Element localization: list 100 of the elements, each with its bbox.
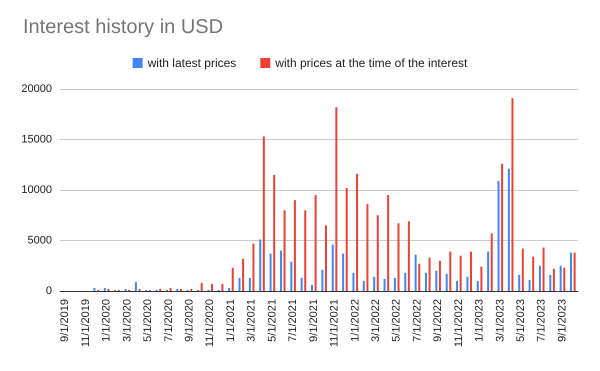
x-tick-label: 1/1/2023 bbox=[474, 299, 486, 342]
bar bbox=[456, 280, 458, 291]
bar bbox=[259, 239, 262, 291]
bar bbox=[384, 278, 386, 291]
bar bbox=[273, 174, 276, 291]
bar bbox=[221, 284, 224, 291]
x-tick-label: 9/1/2021 bbox=[308, 299, 320, 342]
bar bbox=[511, 98, 514, 291]
bar bbox=[508, 168, 510, 291]
y-tick-label: 15000 bbox=[21, 134, 52, 146]
x-tick-label: 3/1/2020 bbox=[121, 299, 134, 342]
bar bbox=[248, 278, 251, 291]
bar bbox=[356, 174, 358, 291]
legend-label: with latest prices bbox=[146, 56, 236, 70]
chart-title: Interest history in USD bbox=[23, 16, 224, 38]
bar bbox=[490, 233, 493, 291]
bar bbox=[332, 244, 334, 291]
x-tick-label: 3/1/2021 bbox=[246, 299, 258, 342]
y-tick-label: 20000 bbox=[21, 83, 52, 95]
bar bbox=[460, 256, 462, 291]
bar bbox=[387, 195, 390, 291]
bar bbox=[228, 288, 230, 291]
bar bbox=[552, 268, 555, 291]
bar bbox=[362, 280, 365, 291]
bar bbox=[290, 262, 292, 291]
bar bbox=[324, 225, 327, 291]
x-tick-label: 11/1/2020 bbox=[204, 299, 216, 348]
y-tick-label: 0 bbox=[46, 285, 52, 297]
bar bbox=[518, 274, 520, 291]
bar bbox=[346, 188, 348, 291]
bar bbox=[449, 252, 452, 291]
bar bbox=[414, 254, 417, 291]
bar bbox=[314, 195, 317, 291]
bar bbox=[428, 258, 431, 291]
bar bbox=[373, 276, 376, 291]
bar bbox=[435, 270, 438, 291]
x-tick-label: 9/1/2020 bbox=[184, 299, 196, 342]
bar bbox=[404, 272, 406, 291]
x-tick-label: 5/1/2023 bbox=[515, 299, 528, 342]
bar bbox=[549, 274, 552, 291]
bar bbox=[238, 278, 240, 291]
x-tick-label: 9/1/2019 bbox=[59, 299, 72, 342]
bar bbox=[311, 284, 314, 291]
y-tick-label: 10000 bbox=[21, 184, 52, 196]
x-tick-label: 1/1/2022 bbox=[349, 299, 362, 342]
x-tick-label: 11/1/2019 bbox=[80, 299, 92, 348]
bar bbox=[294, 200, 296, 291]
bar bbox=[270, 254, 272, 291]
bar bbox=[304, 210, 306, 291]
bar bbox=[300, 278, 303, 291]
bar bbox=[470, 252, 472, 291]
bar bbox=[342, 254, 344, 291]
bar bbox=[446, 274, 448, 291]
x-tick-label: 7/1/2021 bbox=[287, 299, 300, 342]
bar bbox=[211, 284, 214, 291]
bar bbox=[321, 270, 324, 291]
bar bbox=[538, 266, 541, 291]
bar bbox=[532, 256, 534, 291]
bar bbox=[424, 272, 427, 291]
bar bbox=[376, 215, 379, 291]
bar bbox=[570, 252, 572, 291]
bar bbox=[476, 280, 479, 291]
bar bbox=[560, 266, 562, 291]
x-tick-label: 7/1/2020 bbox=[162, 299, 175, 342]
x-tick-label: 9/1/2023 bbox=[556, 299, 568, 342]
x-tick-label: 3/1/2023 bbox=[494, 299, 506, 342]
x-tick-label: 5/1/2020 bbox=[142, 299, 154, 342]
x-tick-label: 9/1/2022 bbox=[432, 299, 444, 342]
bar bbox=[366, 204, 368, 291]
x-tick-label: 1/1/2020 bbox=[100, 299, 113, 342]
bar bbox=[498, 180, 500, 291]
x-tick-label: 5/1/2021 bbox=[266, 299, 278, 342]
x-tick-label: 11/1/2021 bbox=[328, 299, 341, 348]
bar bbox=[501, 164, 504, 291]
bar bbox=[466, 276, 468, 291]
bar bbox=[487, 252, 490, 291]
x-tick-label: 7/1/2022 bbox=[411, 299, 424, 342]
bar bbox=[242, 258, 244, 291]
legend-label: with prices at the time of the interest bbox=[274, 56, 468, 70]
bar bbox=[352, 272, 354, 291]
bar bbox=[200, 282, 203, 291]
bar bbox=[528, 280, 531, 291]
x-tick-label: 7/1/2023 bbox=[536, 299, 548, 342]
bar bbox=[134, 282, 137, 291]
bar bbox=[574, 252, 576, 291]
bar bbox=[252, 244, 254, 291]
bar bbox=[480, 266, 482, 291]
bar bbox=[232, 268, 234, 291]
bar bbox=[280, 250, 282, 291]
bar bbox=[394, 278, 396, 291]
bar bbox=[418, 264, 420, 291]
bar bbox=[438, 260, 441, 291]
bar bbox=[104, 288, 106, 291]
bar bbox=[563, 268, 566, 291]
bar bbox=[170, 288, 172, 291]
bar bbox=[284, 210, 286, 291]
x-tick-label: 3/1/2022 bbox=[370, 299, 382, 342]
bar bbox=[93, 288, 96, 291]
bar bbox=[335, 107, 338, 291]
bar bbox=[408, 221, 410, 291]
